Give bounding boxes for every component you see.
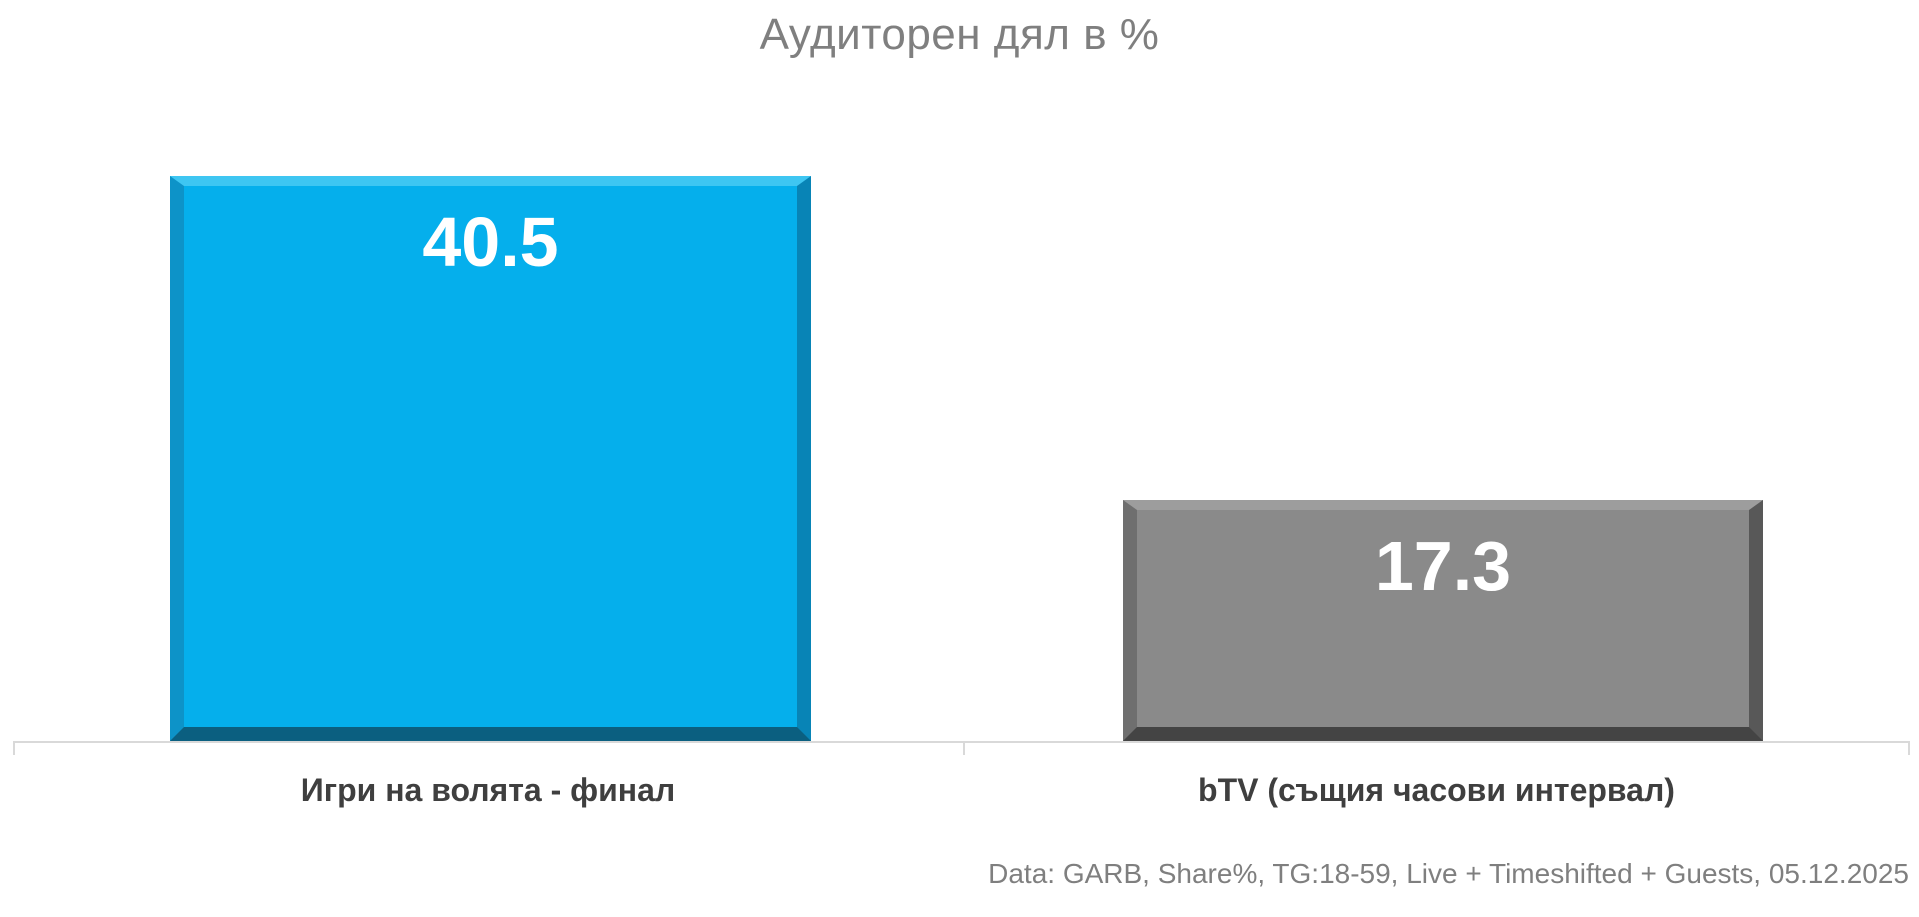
bar-igri-na-volyata: 40.5	[170, 176, 811, 741]
bar-btv: 17.3	[1123, 500, 1763, 741]
axis-tick-left	[13, 741, 15, 755]
value-label-igri: 40.5	[422, 203, 559, 281]
axis-tick-middle	[963, 741, 965, 755]
category-label-btv: bTV (същия часови интервал)	[1198, 772, 1675, 808]
x-axis-line	[13, 741, 1910, 743]
value-label-btv: 17.3	[1374, 527, 1512, 605]
axis-tick-right	[1908, 741, 1910, 755]
data-source-note: Data: GARB, Share%, TG:18-59, Live + Tim…	[988, 858, 1909, 889]
category-label-igri: Игри на волята - финал	[300, 772, 676, 808]
chart-title: Аудиторен дял в %	[759, 10, 1160, 59]
